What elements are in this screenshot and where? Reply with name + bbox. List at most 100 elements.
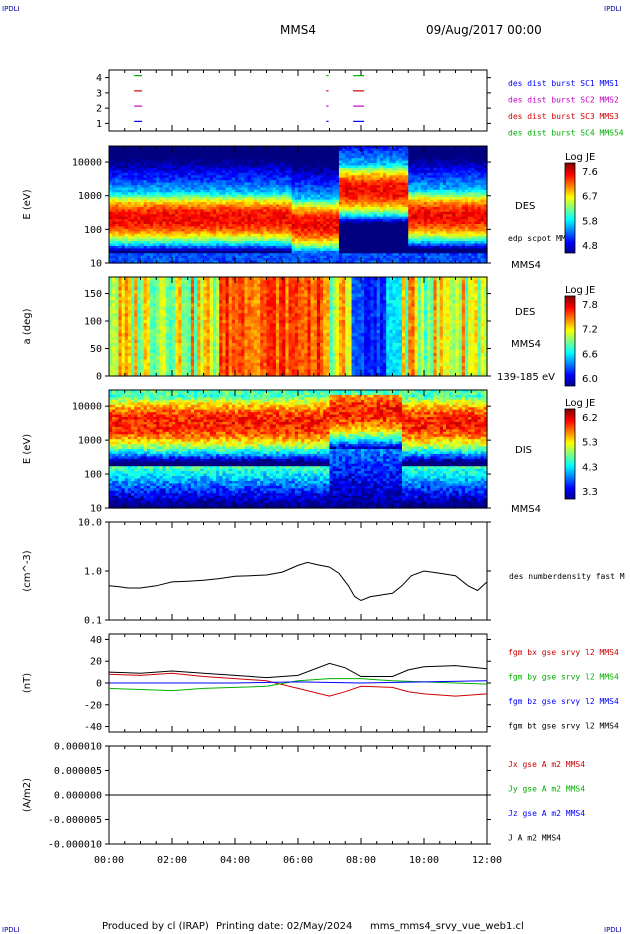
des-energy-cell [294, 253, 299, 257]
des-energy-cell [244, 172, 249, 176]
des-energy-cell [272, 197, 277, 201]
des-energy-cell [235, 216, 239, 220]
des-energy-cell [313, 165, 318, 169]
des-energy-cell [257, 160, 261, 164]
des-energy-cell [159, 192, 164, 196]
des-energy-cell [219, 209, 223, 213]
des-energy-cell [250, 189, 255, 193]
des-energy-cell [294, 153, 299, 157]
des-energy-cell [153, 206, 157, 210]
des-energy-cell [137, 224, 142, 228]
des-energy-cell [209, 224, 214, 228]
des-energy-cell [131, 199, 135, 203]
des-energy-cell [115, 211, 120, 215]
des-energy-cell [168, 177, 173, 181]
des-energy-cell [159, 209, 164, 213]
des-energy-cell [304, 231, 309, 235]
des-energy-cell [294, 226, 299, 230]
des-energy-cell [178, 238, 183, 242]
des-energy-cell [219, 214, 223, 218]
des-energy-cell [209, 185, 214, 189]
des-energy-cell [260, 160, 264, 164]
des-energy-cell [118, 182, 123, 186]
des-energy-cell [206, 260, 211, 264]
des-energy-cell [225, 250, 230, 254]
des-energy-cell [178, 233, 183, 237]
des-energy-cell [178, 189, 183, 193]
des-energy-cell [310, 253, 315, 257]
des-energy-cell [235, 204, 239, 208]
des-energy-cell [216, 248, 220, 252]
des-energy-cell [112, 233, 116, 237]
des-energy-cell [310, 189, 315, 193]
des-energy-cell [291, 206, 296, 210]
des-energy-cell [310, 194, 315, 198]
des-energy-cell [222, 248, 227, 252]
des-energy-cell [288, 241, 293, 245]
des-energy-cell [288, 199, 293, 203]
des-energy-cell [184, 245, 189, 249]
des-energy-cell [124, 214, 129, 218]
des-energy-cell [206, 175, 211, 179]
des-energy-cell [250, 214, 255, 218]
des-energy-cell [197, 238, 201, 242]
des-energy-cell [140, 248, 145, 252]
des-energy-cell [190, 150, 195, 154]
des-energy-cell [172, 255, 176, 259]
des-energy-cell [291, 155, 296, 159]
des-energy-cell [269, 238, 274, 242]
des-energy-cell [134, 226, 138, 230]
des-energy-cell [115, 167, 120, 171]
des-energy-cell [165, 192, 170, 196]
des-energy-cell [301, 216, 305, 220]
des-energy-cell [250, 177, 255, 181]
des-energy-cell [235, 250, 239, 254]
des-energy-cell [291, 175, 296, 179]
des-energy-cell [228, 250, 233, 254]
des-energy-cell [282, 211, 286, 215]
des-energy-cell [238, 163, 242, 167]
des-energy-cell [275, 260, 280, 264]
des-energy-cell [247, 206, 252, 210]
des-energy-cell [253, 241, 258, 245]
des-energy-cell [153, 155, 157, 159]
des-energy-cell [209, 226, 214, 230]
des-energy-cell [294, 202, 299, 206]
des-energy-cell [260, 228, 264, 232]
des-energy-cell [282, 187, 286, 191]
des-energy-cell [184, 253, 189, 257]
des-energy-cell [162, 209, 167, 213]
des-energy-cell [131, 214, 135, 218]
des-energy-cell [156, 163, 160, 167]
des-energy-cell [121, 194, 126, 198]
des-energy-cell [115, 238, 120, 242]
des-energy-cell [231, 148, 236, 152]
des-energy-cell [175, 209, 179, 213]
des-energy-cell [146, 255, 151, 259]
des-energy-cell [291, 180, 296, 184]
des-energy-cell [127, 160, 132, 164]
des-energy-cell [175, 258, 179, 262]
des-energy-cell [250, 185, 255, 189]
des-energy-cell [200, 238, 205, 242]
des-energy-cell [197, 202, 201, 206]
des-energy-cell [165, 226, 170, 230]
des-energy-cell [206, 189, 211, 193]
des-energy-cell [216, 211, 220, 215]
des-energy-cell [156, 197, 160, 201]
des-energy-cell [131, 158, 135, 162]
des-energy-cell [149, 148, 154, 152]
des-energy-cell [194, 231, 198, 235]
des-energy-cell [175, 226, 179, 230]
des-energy-cell [222, 233, 227, 237]
des-energy-cell [127, 260, 132, 264]
des-energy-cell [228, 248, 233, 252]
des-energy-cell [194, 219, 198, 223]
des-energy-cell [137, 228, 142, 232]
des-energy-cell [247, 194, 252, 198]
des-energy-cell [172, 187, 176, 191]
des-energy-cell [165, 177, 170, 181]
des-energy-cell [235, 245, 239, 249]
des-energy-cell [112, 214, 116, 218]
